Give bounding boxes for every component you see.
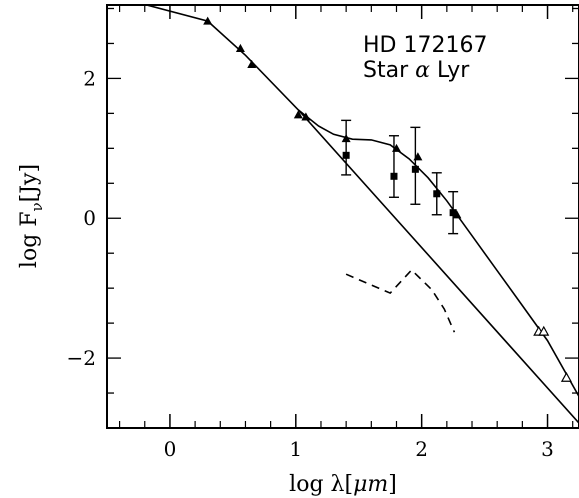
triangle-marker (452, 210, 462, 219)
axis-ticks (107, 5, 579, 429)
open-triangle-marker (560, 371, 572, 382)
triangle-marker (293, 110, 303, 119)
x-tick-label: 2 (415, 437, 428, 461)
triangle-marker (247, 59, 257, 69)
star-name-annotation: Star α Lyr (363, 58, 470, 83)
x-tick-label: 1 (289, 437, 302, 461)
square-marker (342, 151, 350, 159)
triangle-marker (301, 112, 311, 121)
square-marker (433, 190, 441, 198)
square-marker (390, 172, 398, 180)
model-curves (143, 5, 579, 424)
square-marker (449, 209, 457, 217)
x-tick-label: 3 (541, 437, 554, 461)
y-tick-label: 2 (83, 66, 96, 90)
model-curve-2 (297, 109, 579, 424)
model-curve-1 (143, 5, 579, 397)
open-triangle-marker (538, 325, 550, 336)
tick-labels: 0 1 2 3 2 0 −2 (67, 66, 554, 461)
y-axis-label: log Fν[Jy] (17, 164, 46, 268)
y-tick-label: −2 (67, 346, 96, 370)
triangle-marker (203, 16, 213, 25)
star-id-annotation: HD 172167 (363, 33, 487, 58)
dashed-curve (345, 268, 456, 333)
plot-frame (106, 4, 579, 429)
square-marker (411, 165, 419, 173)
y-tick-label: 0 (83, 206, 96, 230)
plot-area (106, 4, 579, 429)
x-tick-label: 0 (164, 437, 177, 461)
data-points (203, 16, 572, 382)
x-axis-label: log λ[μm] (289, 472, 397, 497)
triangle-marker (235, 43, 245, 52)
